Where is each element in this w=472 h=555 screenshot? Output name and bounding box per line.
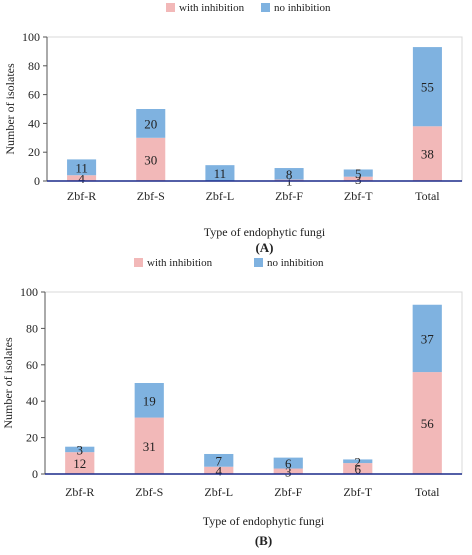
data-label: 7 [216,453,223,468]
data-label: 5 [355,166,362,181]
bar-with-inhibition [204,466,234,474]
y-tick-label: 0 [34,174,40,188]
y-tick-label: 20 [26,431,38,445]
bar-with-inhibition [343,176,373,181]
data-label: 6 [355,462,362,477]
plot-area [44,291,463,475]
bar-no-inhibition [134,383,164,418]
y-tick-label: 40 [28,116,40,130]
bar-with-inhibition [343,463,373,474]
x-axis-title: Type of endophytic fungi [203,514,325,528]
bar-with-inhibition [67,175,97,181]
x-tick-label: Zbf-L [204,485,233,499]
x-tick-label: Zbf-R [65,485,94,499]
y-tick-label: 40 [26,394,38,408]
data-label: 3 [285,464,292,479]
data-label: 6 [285,456,292,471]
x-tick-label: Zbf-T [343,485,372,499]
data-label: 3 [77,442,84,457]
x-tick-label: Zbf-S [137,189,165,203]
x-tick-label: Total [415,189,440,203]
data-label: 12 [73,456,86,471]
bar-no-inhibition [273,457,303,469]
y-tick-label: 0 [32,467,38,481]
data-label: 20 [144,116,157,131]
y-tick-label: 100 [20,285,38,299]
data-label: 55 [421,80,434,95]
panel-label: (B) [255,533,272,548]
y-tick-label: 80 [28,59,40,73]
data-label: 4 [216,463,223,478]
y-axis-title: Number of isolates [1,337,15,429]
data-label: 31 [143,439,156,454]
bar-with-inhibition [134,417,164,474]
bar-no-inhibition [412,304,442,373]
legend-swatch-with-inhibition [166,3,175,12]
x-tick-label: Zbf-F [275,189,303,203]
x-tick-label: Zbf-R [67,189,96,203]
y-tick-label: 20 [28,145,40,159]
bar-no-inhibition [65,446,95,453]
x-tick-label: Zbf-S [135,485,163,499]
bar-no-inhibition [343,459,373,464]
data-label: 30 [144,152,157,167]
panel-label: (A) [255,240,273,255]
bar-with-inhibition [273,468,303,474]
x-tick-label: Zbf-L [206,189,235,203]
x-tick-label: Total [415,485,440,499]
bar-no-inhibition [67,159,97,176]
bar-with-inhibition [412,372,442,474]
bar-no-inhibition [343,169,373,177]
y-axis-title: Number of isolates [3,63,17,155]
data-label: 8 [286,167,293,182]
legend-swatch-no-inhibition [254,258,263,267]
x-tick-label: Zbf-T [344,189,373,203]
y-tick-label: 100 [22,30,40,44]
data-label: 11 [214,166,227,181]
data-label: 37 [421,331,435,346]
bar-no-inhibition [274,168,304,180]
legend-label: with inhibition [147,257,213,269]
legend-label: no inhibition [274,2,331,14]
data-label: 56 [421,416,435,431]
y-tick-label: 60 [28,88,40,102]
data-label: 19 [143,393,156,408]
bar-no-inhibition [136,109,166,138]
y-tick-label: 80 [26,321,38,335]
legend-swatch-no-inhibition [261,3,270,12]
legend-label: with inhibition [179,2,245,14]
y-tick-label: 60 [26,358,38,372]
bar-no-inhibition [412,47,442,127]
legend-swatch-with-inhibition [134,258,143,267]
bar-with-inhibition [136,137,166,181]
x-axis-title: Type of endophytic fungi [204,225,326,239]
data-label: 4 [78,171,85,186]
data-label: 2 [355,454,362,469]
bar-with-inhibition [412,126,442,181]
bar-no-inhibition [205,165,235,181]
bar-no-inhibition [204,453,234,467]
plot-area [46,36,463,182]
data-label: 38 [421,147,434,162]
legend-label: no inhibition [267,257,324,269]
data-label: 11 [75,160,88,175]
bar-with-inhibition [65,452,95,474]
x-tick-label: Zbf-F [274,485,302,499]
data-label: 3 [355,172,362,187]
